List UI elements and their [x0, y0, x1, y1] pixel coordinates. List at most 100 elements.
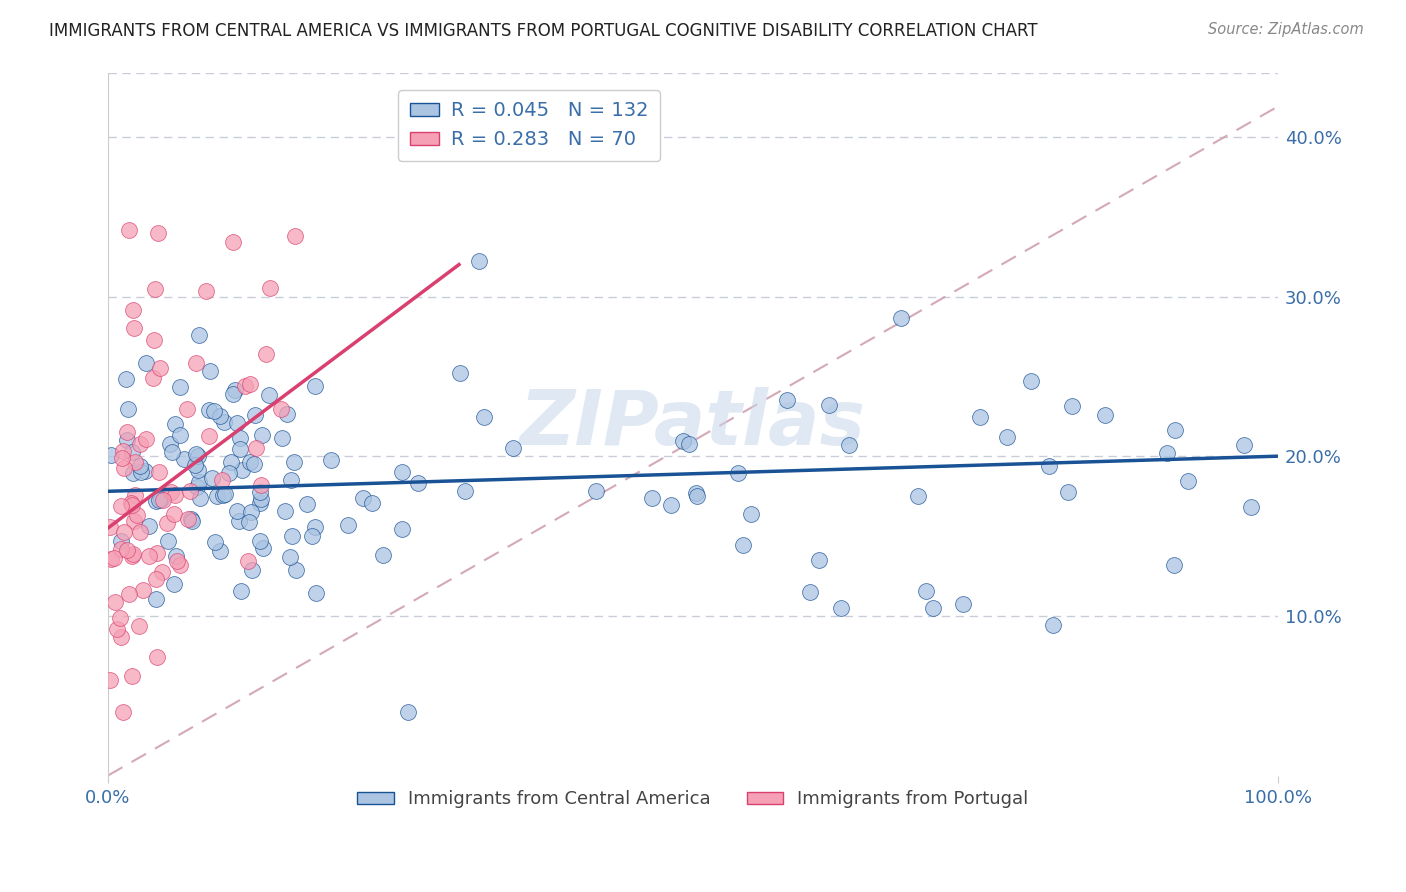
Point [103, 551, 125, 566]
Point [184, 356, 207, 370]
Point [169, 427, 191, 442]
Point [184, 447, 207, 461]
Point [112, 525, 135, 540]
Point [118, 587, 141, 601]
Point [187, 475, 209, 489]
Point [166, 554, 188, 568]
Point [159, 437, 181, 451]
Point [201, 471, 224, 485]
Point [211, 473, 233, 487]
Point [115, 425, 138, 439]
Point [799, 585, 821, 599]
Point [225, 416, 247, 430]
Point [208, 409, 231, 423]
Point [259, 281, 281, 295]
Text: ZIPatlas: ZIPatlas [520, 387, 866, 461]
Point [238, 516, 260, 530]
Point [122, 467, 145, 481]
Point [240, 563, 263, 577]
Point [502, 441, 524, 455]
Point [995, 430, 1018, 444]
Point [830, 601, 852, 615]
Point [659, 498, 682, 512]
Point [129, 525, 152, 540]
Point [672, 434, 695, 449]
Point [169, 380, 191, 394]
Point [249, 491, 271, 506]
Point [150, 565, 173, 579]
Point [149, 361, 172, 376]
Point [250, 428, 273, 442]
Point [157, 534, 180, 549]
Point [1042, 618, 1064, 632]
Point [117, 402, 139, 417]
Point [111, 451, 134, 466]
Point [135, 357, 157, 371]
Point [249, 533, 271, 548]
Point [180, 511, 202, 525]
Point [110, 611, 132, 625]
Point [142, 334, 165, 348]
Point [125, 508, 148, 523]
Point [250, 477, 273, 491]
Point [208, 544, 231, 558]
Point [180, 514, 202, 528]
Point [276, 407, 298, 421]
Point [270, 402, 292, 417]
Point [776, 392, 799, 407]
Point [224, 383, 246, 397]
Point [472, 409, 495, 424]
Point [249, 485, 271, 500]
Point [243, 457, 266, 471]
Point [120, 496, 142, 510]
Point [124, 320, 146, 334]
Point [678, 437, 700, 451]
Point [194, 284, 217, 298]
Point [233, 378, 256, 392]
Point [236, 554, 259, 568]
Point [148, 492, 170, 507]
Point [1094, 409, 1116, 423]
Point [391, 523, 413, 537]
Point [146, 227, 169, 241]
Point [135, 432, 157, 446]
Point [304, 520, 326, 534]
Point [129, 458, 152, 473]
Point [163, 417, 186, 431]
Point [245, 441, 267, 455]
Point [838, 438, 860, 452]
Point [468, 254, 491, 268]
Point [145, 591, 167, 606]
Point [321, 453, 343, 467]
Point [228, 514, 250, 528]
Point [969, 409, 991, 424]
Point [148, 465, 170, 479]
Point [110, 533, 132, 548]
Point [121, 498, 143, 512]
Point [114, 372, 136, 386]
Point [229, 442, 252, 456]
Point [117, 434, 139, 448]
Point [686, 489, 709, 503]
Point [1177, 475, 1199, 489]
Text: Source: ZipAtlas.com: Source: ZipAtlas.com [1208, 22, 1364, 37]
Point [228, 431, 250, 445]
Point [122, 547, 145, 561]
Point [301, 529, 323, 543]
Point [100, 448, 122, 462]
Point [1060, 399, 1083, 413]
Point [229, 583, 252, 598]
Point [110, 630, 132, 644]
Point [214, 486, 236, 500]
Point [145, 282, 167, 296]
Point [198, 429, 221, 443]
Point [731, 538, 754, 552]
Point [110, 542, 132, 557]
Point [226, 504, 249, 518]
Point [184, 458, 207, 472]
Text: IMMIGRANTS FROM CENTRAL AMERICA VS IMMIGRANTS FROM PORTUGAL COGNITIVE DISABILITY: IMMIGRANTS FROM CENTRAL AMERICA VS IMMIG… [49, 22, 1038, 40]
Point [138, 549, 160, 564]
Point [373, 548, 395, 562]
Point [240, 505, 263, 519]
Point [221, 455, 243, 469]
